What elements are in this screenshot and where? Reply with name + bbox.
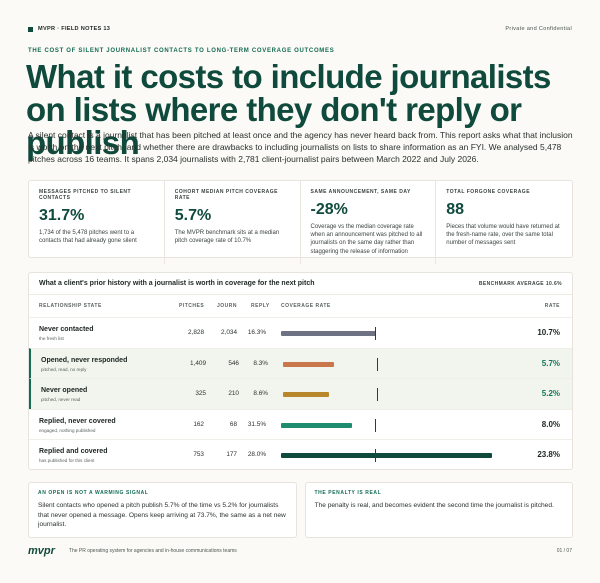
coverage-track [283, 388, 505, 401]
row-reply: 28.0% [247, 451, 266, 458]
table-row: Never contacted the fresh list 2,828 2,034 1… [29, 317, 572, 348]
callout-title: THE PENALTY IS REAL [314, 490, 382, 496]
brand-label: MVPR · FIELD NOTES 13 [38, 26, 111, 32]
row-name: Never opened [41, 387, 88, 394]
stat-value: 88 [446, 201, 465, 218]
benchmark-marker [377, 357, 379, 371]
table-title: What a client's prior history with a jou… [39, 280, 315, 287]
col-state: RELATIONSHIP STATE [39, 303, 102, 309]
stat-description: The MVPR benchmark sits at a median pitc… [174, 230, 280, 245]
row-reply: 8.6% [253, 390, 268, 397]
table-row: Never opened pitched, never read 325 210 8.6… [29, 378, 572, 409]
row-rate: 23.8% [537, 450, 560, 459]
stat-description: Pieces that volume would have returned a… [446, 224, 560, 247]
footer: mvpr The PR operating system for agencie… [28, 545, 572, 557]
footer-tagline: The PR operating system for agencies and… [68, 548, 237, 554]
row-pitches: 753 [193, 451, 204, 458]
column-headers: RELATIONSHIP STATE PITCHES JOURN REPLY C… [29, 295, 572, 317]
benchmark-marker [377, 388, 379, 401]
row-name: Opened, never responded [41, 356, 128, 364]
coverage-track [281, 418, 503, 432]
benchmark-marker [375, 418, 377, 432]
callout-body: The penalty is real, and becomes evident… [314, 502, 554, 509]
stat-value: 5.7% [174, 207, 212, 224]
row-subtitle: the fresh list [39, 336, 64, 341]
row-name: Replied and covered [39, 448, 108, 455]
col-reply: REPLY [251, 303, 270, 309]
row-pitches: 325 [195, 390, 206, 397]
stat-description: Coverage vs the median coverage rate whe… [310, 224, 423, 255]
row-subtitle: pitched, never read [41, 397, 81, 402]
stat-label: SAME ANNOUNCEMENT, SAME DAY [310, 189, 411, 195]
stat-value: -28% [310, 201, 348, 218]
confidentiality-label: Private and Confidential [505, 26, 572, 32]
stat-card: COHORT MEDIAN PITCH COVERAGE RATE 5.7% T… [165, 181, 301, 264]
row-name: Never contacted [39, 326, 94, 333]
stat-card: MESSAGES PITCHED TO SILENT CONTACTS 31.7… [29, 181, 165, 264]
col-journ: JOURN [217, 303, 238, 309]
eyebrow: THE COST OF SILENT JOURNALIST CONTACTS T… [28, 48, 335, 54]
coverage-table: What a client's prior history with a jou… [28, 272, 573, 470]
coverage-track [281, 449, 503, 462]
callout-body: Silent contacts who opened a pitch publi… [38, 502, 286, 529]
stat-card: SAME ANNOUNCEMENT, SAME DAY -28% Coverag… [301, 181, 437, 264]
callout-title: AN OPEN IS NOT A WARMING SIGNAL [38, 490, 149, 496]
row-rate: 5.7% [541, 358, 560, 368]
row-rate: 5.2% [541, 389, 560, 398]
row-subtitle: has published for this client [39, 458, 95, 463]
row-journ: 210 [228, 390, 239, 397]
callout-card: AN OPEN IS NOT A WARMING SIGNAL Silent c… [28, 482, 297, 538]
coverage-bar [281, 422, 353, 428]
page-number: 01 / 07 [556, 548, 572, 554]
brand-mark-icon [28, 26, 33, 32]
benchmark-marker [375, 327, 377, 340]
table-row: Replied and covered has published for thi… [29, 439, 572, 470]
coverage-bar [283, 392, 330, 397]
col-rate: RATE [544, 303, 560, 309]
stat-label: COHORT MEDIAN PITCH COVERAGE RATE [174, 189, 278, 201]
coverage-bar [281, 331, 377, 336]
col-pitches: PITCHES [179, 303, 205, 309]
coverage-track [281, 327, 503, 340]
row-name: Replied, never covered [39, 417, 116, 425]
row-pitches: 2,828 [188, 329, 204, 336]
callouts: AN OPEN IS NOT A WARMING SIGNAL Silent c… [28, 482, 573, 538]
table-body: Never contacted the fresh list 2,828 2,034 1… [29, 317, 572, 470]
page-title: What it costs to include journalists on … [26, 58, 551, 161]
row-journ: 546 [228, 359, 239, 367]
callout-card: THE PENALTY IS REAL The penalty is real,… [304, 482, 573, 538]
benchmark-marker [375, 449, 377, 462]
row-reply: 16.3% [247, 329, 266, 336]
stat-description: 1,734 of the 5,478 pitches went to a con… [39, 230, 137, 245]
coverage-track [283, 357, 505, 371]
row-reply: 31.5% [247, 420, 266, 428]
row-reply: 8.3% [253, 359, 268, 367]
table-header: What a client's prior history with a jou… [29, 273, 572, 295]
col-coverage: COVERAGE RATE [281, 303, 331, 309]
row-journ: 68 [229, 420, 237, 428]
row-journ: 2,034 [221, 329, 237, 336]
table-row: Opened, never responded pitched, read, no… [29, 347, 572, 378]
row-subtitle: pitched, read, no reply [41, 366, 87, 372]
row-rate: 10.7% [537, 328, 560, 337]
stat-label: MESSAGES PITCHED TO SILENT CONTACTS [39, 189, 132, 201]
stat-label: TOTAL FORGONE COVERAGE [446, 189, 531, 195]
stats-panel: MESSAGES PITCHED TO SILENT CONTACTS 31.7… [28, 180, 573, 264]
row-journ: 177 [226, 451, 237, 458]
row-pitches: 1,409 [190, 359, 206, 367]
stat-value: 31.7% [39, 207, 85, 224]
top-bar: MVPR · FIELD NOTES 13 Private and Confid… [28, 26, 572, 32]
coverage-bar [283, 361, 334, 367]
intro-paragraph: A silent contact is a journalist that ha… [28, 130, 573, 164]
brand: MVPR · FIELD NOTES 13 [28, 26, 110, 32]
stat-card: TOTAL FORGONE COVERAGE 88 Pieces that vo… [436, 181, 572, 264]
benchmark-label: BENCHMARK AVERAGE 10.6% [478, 280, 562, 287]
row-pitches: 162 [193, 420, 204, 428]
row-subtitle: engaged, nothing published [39, 427, 96, 433]
coverage-bar [281, 453, 493, 458]
footer-logo: mvpr [28, 545, 55, 557]
table-row: Replied, never covered engaged, nothing p… [29, 408, 572, 440]
row-rate: 8.0% [541, 419, 560, 429]
